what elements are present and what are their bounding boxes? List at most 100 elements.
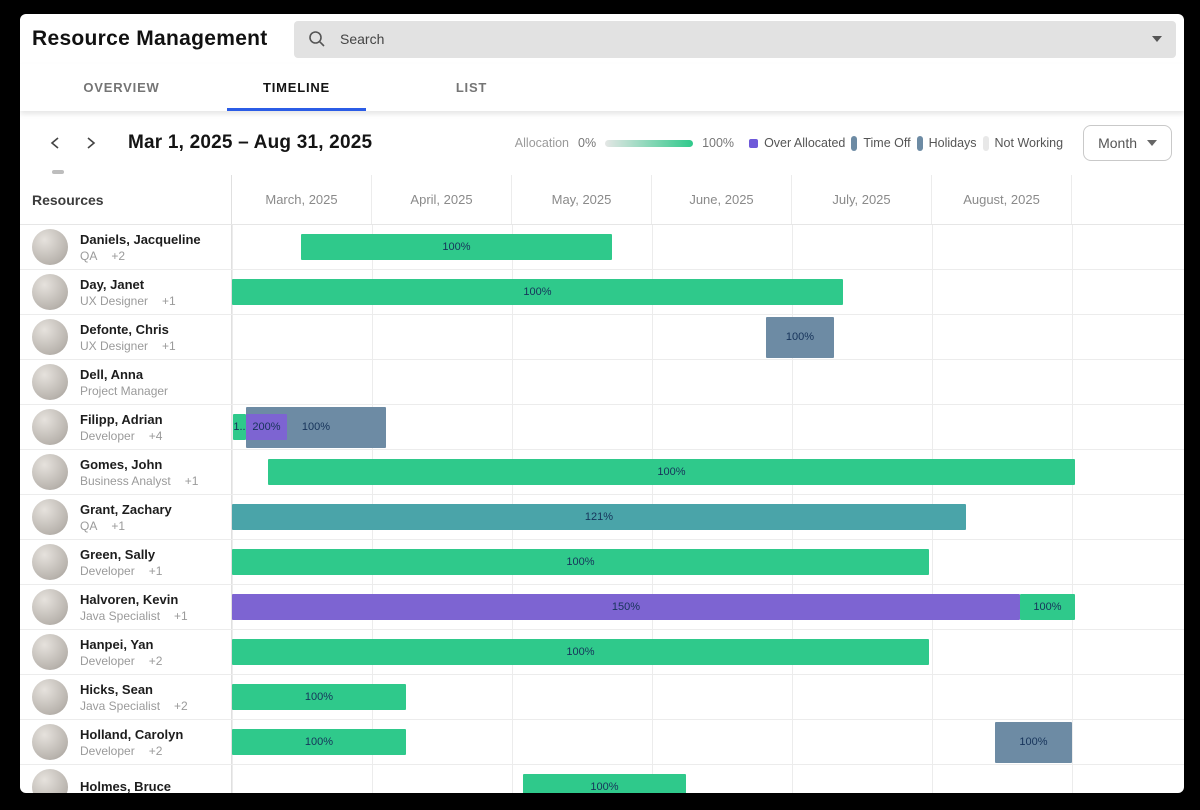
- table-row: Hicks, Sean Java Specialist +2 100%: [20, 675, 1184, 720]
- search-input[interactable]: [340, 31, 1138, 47]
- resource-cell[interactable]: Daniels, Jacqueline QA +2: [20, 225, 232, 269]
- allocation-bar[interactable]: 100%: [523, 774, 686, 793]
- avatar: [32, 454, 68, 490]
- avatar: [32, 499, 68, 535]
- resource-name: Grant, Zachary: [80, 501, 172, 517]
- resource-cell[interactable]: Gomes, John Business Analyst +1: [20, 450, 232, 494]
- next-period-button[interactable]: [78, 130, 104, 156]
- allocation-bar[interactable]: 100%: [232, 639, 929, 665]
- view-mode-value: Month: [1098, 135, 1137, 151]
- resource-name: Gomes, John: [80, 456, 163, 472]
- resource-cell[interactable]: Green, Sally Developer +1: [20, 540, 232, 584]
- month-header-filler: [1072, 175, 1184, 224]
- allocation-bar[interactable]: 100%: [232, 549, 929, 575]
- resource-role: QA: [80, 518, 98, 533]
- month-header: July, 2025: [792, 175, 932, 224]
- resource-name: Hanpei, Yan: [80, 636, 154, 652]
- scroll-indicator[interactable]: [52, 170, 64, 174]
- tab-bar: OVERVIEW TIMELINE LIST: [20, 64, 1184, 111]
- table-row: Day, Janet UX Designer +1 100%: [20, 270, 1184, 315]
- table-row: Holmes, Bruce 100%: [20, 765, 1184, 793]
- allocation-bar[interactable]: 100%: [232, 729, 406, 755]
- avatar: [32, 544, 68, 580]
- table-row: Dell, Anna Project Manager: [20, 360, 1184, 405]
- table-row: Holland, Carolyn Developer +2 100% 100%: [20, 720, 1184, 765]
- month-header: May, 2025: [512, 175, 652, 224]
- avatar: [32, 634, 68, 670]
- resource-role: Developer: [80, 563, 135, 578]
- legend-swatch: [749, 138, 759, 148]
- month-header: August, 2025: [932, 175, 1072, 224]
- resource-extra-count: +4: [148, 428, 163, 443]
- resource-cell[interactable]: Dell, Anna Project Manager: [20, 360, 232, 404]
- allocation-label: Allocation: [514, 136, 569, 150]
- page-title: Resource Management: [32, 27, 268, 50]
- allocation-legend: Allocation 0% 100% Over Allocated Time Of…: [514, 135, 1064, 151]
- table-row: Daniels, Jacqueline QA +2 100%: [20, 225, 1184, 270]
- resource-cell[interactable]: Halvoren, Kevin Java Specialist +1: [20, 585, 232, 629]
- allocation-bar[interactable]: 100%: [232, 684, 406, 710]
- timeline-cell: 100%: [232, 540, 1184, 584]
- timeline-cell: 121%: [232, 495, 1184, 539]
- resource-cell[interactable]: Filipp, Adrian Developer +4: [20, 405, 232, 449]
- timeline-cell: 100% 200% 1..: [232, 405, 1184, 449]
- grid-header: Resources March, 2025 April, 2025 May, 202…: [20, 175, 1184, 225]
- prev-period-button[interactable]: [42, 130, 68, 156]
- resource-cell[interactable]: Holmes, Bruce: [20, 765, 232, 793]
- resource-role: Java Specialist: [80, 608, 161, 623]
- table-row: Hanpei, Yan Developer +2 100%: [20, 630, 1184, 675]
- avatar: [32, 589, 68, 625]
- allocation-bar[interactable]: 100%: [268, 459, 1075, 485]
- legend-label: Not Working: [994, 136, 1064, 150]
- table-row: Filipp, Adrian Developer +4 100% 200% 1..: [20, 405, 1184, 450]
- allocation-bar[interactable]: 100%: [995, 722, 1072, 763]
- allocation-max-label: 100%: [702, 136, 735, 150]
- view-mode-select[interactable]: Month: [1083, 125, 1172, 161]
- timeline-cell: 100%: [232, 225, 1184, 269]
- avatar: [32, 364, 68, 400]
- timeline-cell: [232, 360, 1184, 404]
- avatar: [32, 274, 68, 310]
- search-icon: [309, 31, 325, 47]
- allocation-bar[interactable]: 1..: [233, 414, 246, 440]
- resource-name: Hicks, Sean: [80, 681, 153, 697]
- search-bar[interactable]: [294, 20, 1176, 58]
- legend-swatch: [982, 135, 989, 151]
- resource-name: Halvoren, Kevin: [80, 591, 179, 607]
- allocation-bar[interactable]: 150%: [232, 594, 1020, 620]
- resource-name: Holland, Carolyn: [80, 726, 184, 742]
- resource-cell[interactable]: Grant, Zachary QA +1: [20, 495, 232, 539]
- resource-cell[interactable]: Holland, Carolyn Developer +2: [20, 720, 232, 764]
- resource-extra-count: +2: [148, 653, 163, 668]
- month-header: April, 2025: [372, 175, 512, 224]
- timeline-cell: 100%: [232, 450, 1184, 494]
- allocation-bar[interactable]: 100%: [1020, 594, 1075, 620]
- allocation-bar[interactable]: 100%: [232, 279, 843, 305]
- legend-label: Time Off: [863, 136, 911, 150]
- allocation-bar[interactable]: 200%: [246, 414, 287, 440]
- allocation-bar[interactable]: 121%: [232, 504, 966, 530]
- resource-cell[interactable]: Hanpei, Yan Developer +2: [20, 630, 232, 674]
- table-row: Green, Sally Developer +1 100%: [20, 540, 1184, 585]
- chevron-left-icon: [50, 137, 59, 149]
- resource-cell[interactable]: Day, Janet UX Designer +1: [20, 270, 232, 314]
- allocation-bar[interactable]: 100%: [301, 234, 612, 260]
- resource-name: Dell, Anna: [80, 366, 144, 382]
- legend-item-not-working: Not Working: [982, 135, 1064, 151]
- resource-extra-count: +2: [174, 698, 188, 713]
- search-dropdown-caret-icon[interactable]: [1152, 36, 1162, 42]
- tab-overview[interactable]: OVERVIEW: [83, 80, 160, 95]
- resource-extra-count: +1: [184, 473, 199, 488]
- legend-item-time-off: Time Off: [851, 135, 911, 151]
- tab-timeline[interactable]: TIMELINE: [209, 64, 384, 111]
- month-header: March, 2025: [232, 175, 372, 224]
- resource-extra-count: +1: [174, 608, 188, 623]
- resource-cell[interactable]: Defonte, Chris UX Designer +1: [20, 315, 232, 359]
- resource-extra-count: +1: [162, 293, 176, 308]
- allocation-bar[interactable]: 100%: [766, 317, 834, 358]
- app-window: Resource Management OVERVIEW TIMELINE LIST…: [20, 14, 1184, 793]
- resource-cell[interactable]: Hicks, Sean Java Specialist +2: [20, 675, 232, 719]
- resource-role: Developer: [80, 743, 135, 758]
- tab-list[interactable]: LIST: [455, 80, 488, 95]
- month-header-row: March, 2025 April, 2025 May, 2025 June, 202…: [232, 175, 1184, 224]
